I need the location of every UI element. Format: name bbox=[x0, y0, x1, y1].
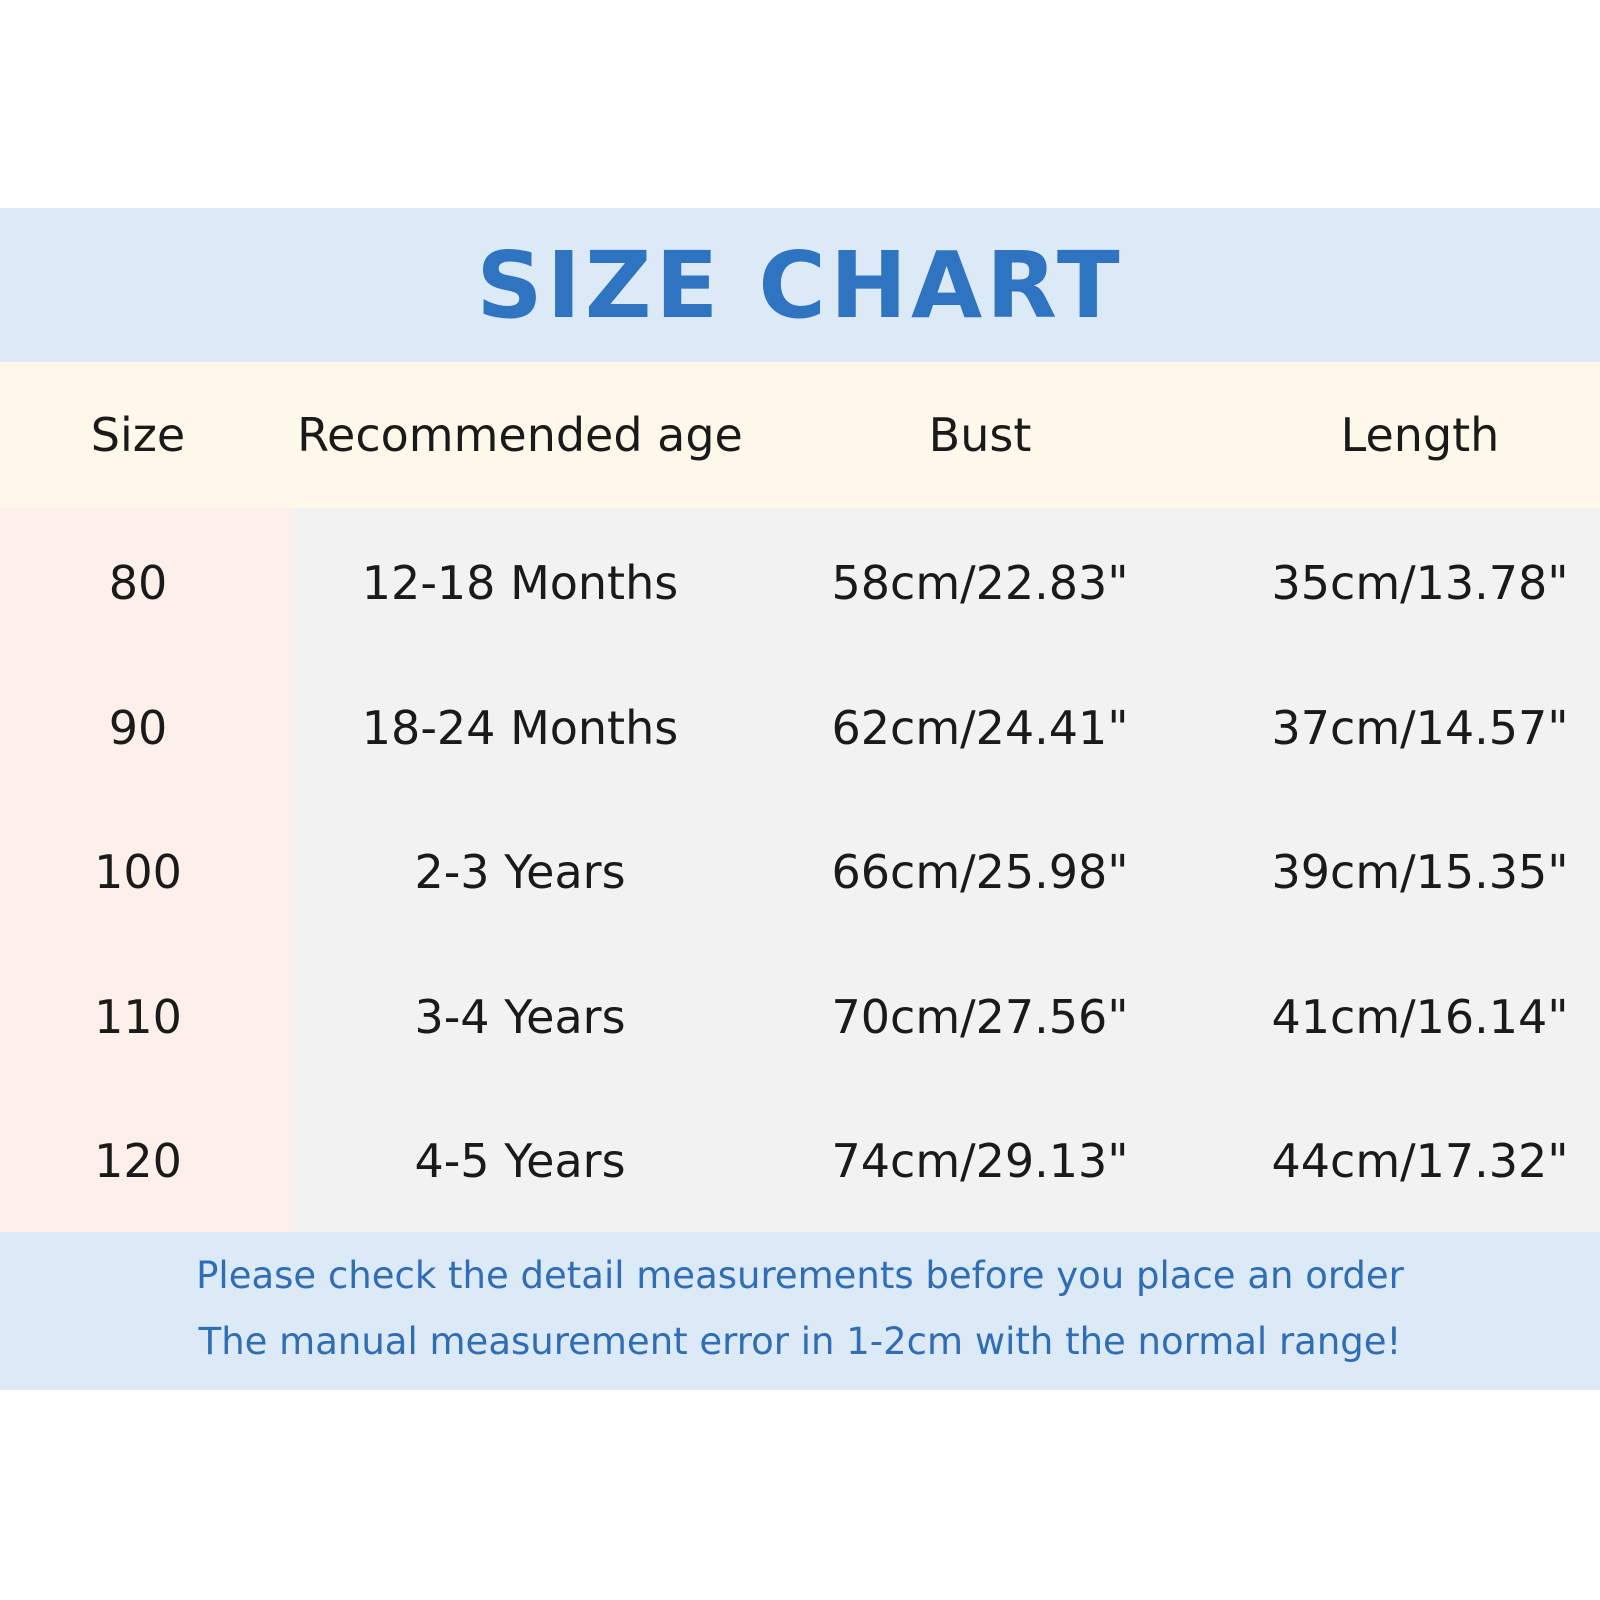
cell-size: 110 bbox=[94, 989, 182, 1044]
cell-length: 44cm/17.32" bbox=[1271, 1134, 1569, 1188]
cell-bust: 66cm/25.98" bbox=[831, 845, 1129, 899]
cell-bust: 62cm/24.41" bbox=[831, 700, 1129, 755]
footer-note: Please check the detail measurements bef… bbox=[0, 1232, 1600, 1390]
size-column-bg bbox=[0, 508, 295, 1232]
cell-bust: 58cm/22.83" bbox=[831, 556, 1129, 610]
cell-age: 3-4 Years bbox=[414, 989, 626, 1044]
title-band: SIZE CHART bbox=[0, 208, 1600, 362]
cell-length: 35cm/13.78" bbox=[1271, 556, 1569, 610]
cell-age: 12-18 Months bbox=[361, 556, 679, 610]
cell-age: 2-3 Years bbox=[414, 845, 626, 899]
cell-age: 18-24 Months bbox=[361, 700, 679, 755]
cell-age: 4-5 Years bbox=[414, 1134, 626, 1188]
table-body: 80 12-18 Months 58cm/22.83" 35cm/13.78" 90 18… bbox=[0, 508, 1600, 1232]
cell-size: 80 bbox=[108, 556, 168, 610]
cell-size: 120 bbox=[94, 1134, 182, 1188]
cell-length: 39cm/15.35" bbox=[1271, 845, 1569, 899]
footer-line-1: Please check the detail measurements bef… bbox=[196, 1254, 1404, 1297]
page-title: SIZE CHART bbox=[476, 231, 1124, 339]
cell-size: 90 bbox=[108, 700, 168, 755]
cell-bust: 70cm/27.56" bbox=[831, 989, 1129, 1044]
cell-size: 100 bbox=[94, 845, 182, 899]
header-age: Recommended age bbox=[297, 408, 743, 462]
cell-length: 37cm/14.57" bbox=[1271, 700, 1569, 755]
footer-line-2: The manual measurement error in 1-2cm wi… bbox=[198, 1320, 1402, 1363]
table-header: Size Recommended age Bust Length bbox=[0, 362, 1600, 508]
cell-bust: 74cm/29.13" bbox=[831, 1134, 1129, 1188]
cell-length: 41cm/16.14" bbox=[1271, 989, 1569, 1044]
header-length: Length bbox=[1340, 408, 1500, 462]
header-size: Size bbox=[90, 408, 186, 462]
header-bust: Bust bbox=[928, 408, 1032, 462]
